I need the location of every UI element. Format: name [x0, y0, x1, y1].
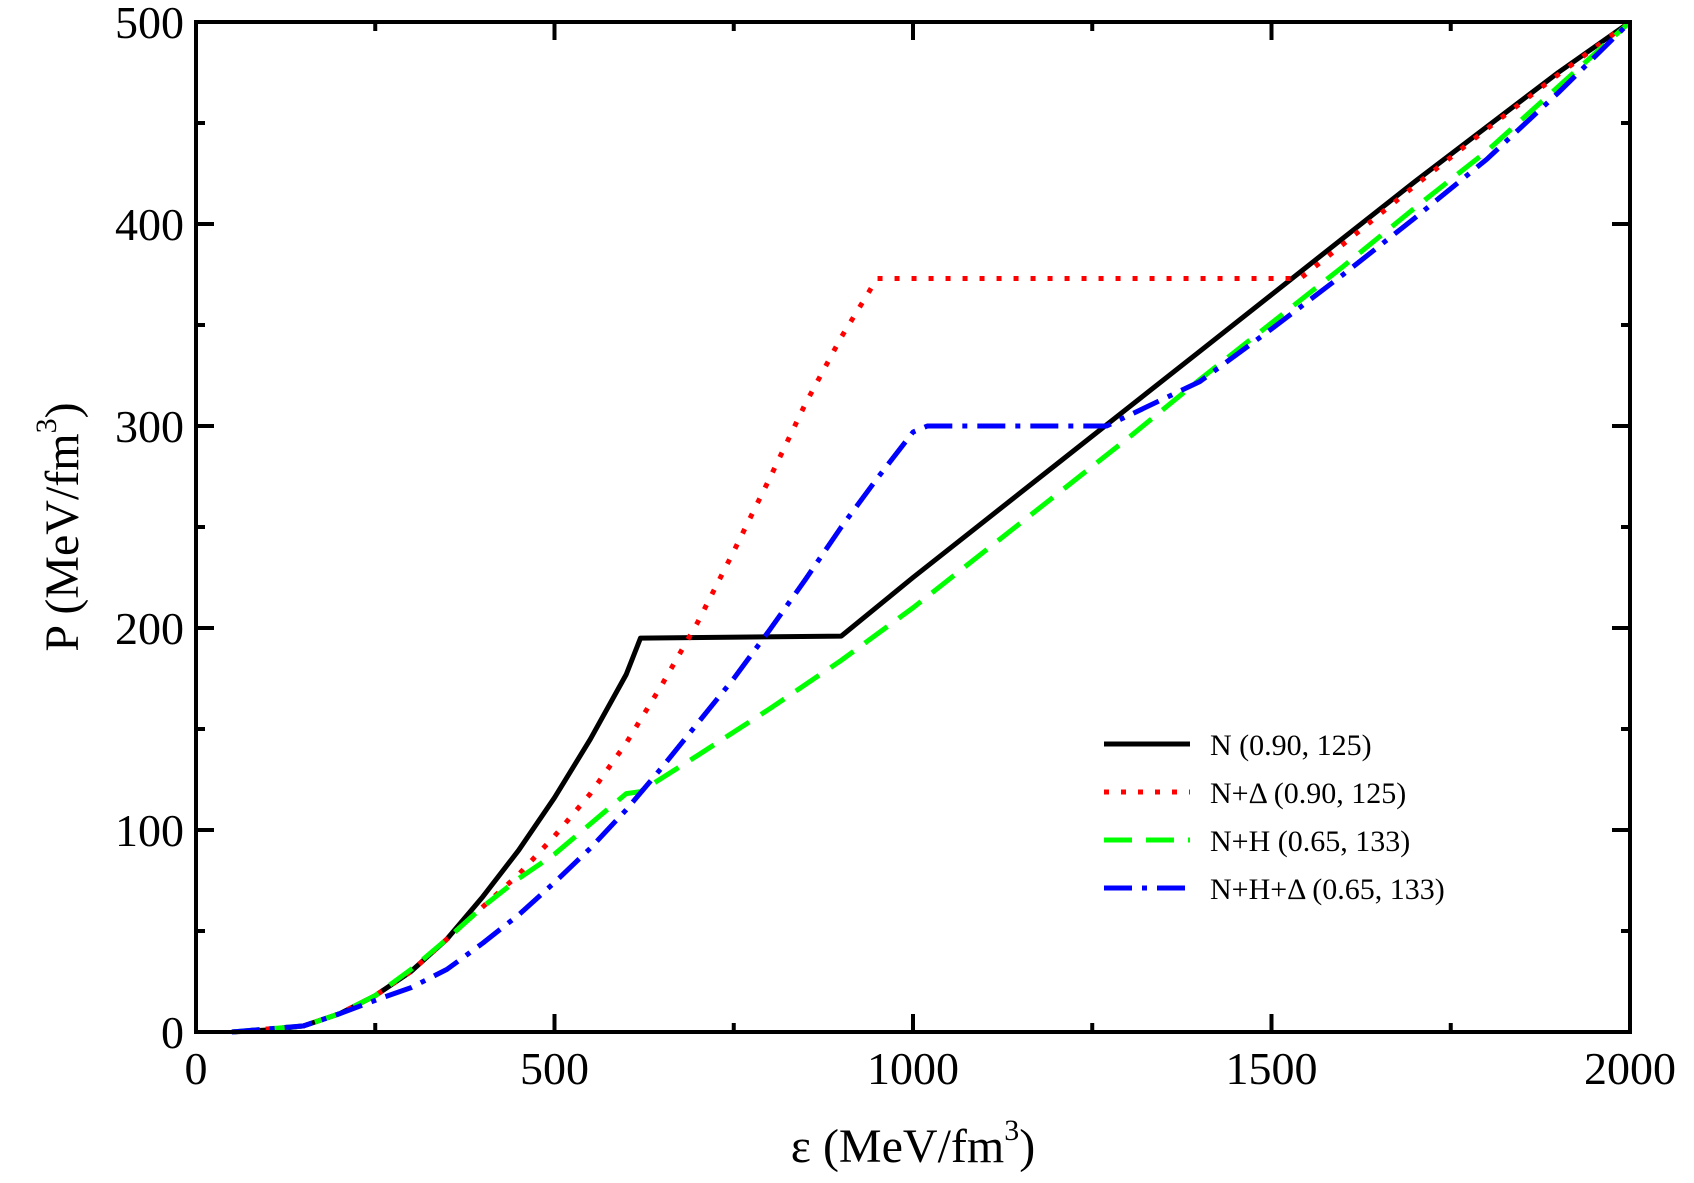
series-line [231, 20, 1632, 1035]
x-axis-title-sup: 3 [1004, 1114, 1019, 1147]
y-tick-label: 0 [161, 1007, 184, 1058]
series-2 [231, 20, 1632, 1035]
legend-label: N (0.90, 125) [1210, 729, 1372, 762]
y-axis-title: P (MeV/fm3) [30, 402, 89, 651]
y-tick-label: 500 [115, 0, 184, 48]
plot-frame [194, 20, 1632, 1034]
series-3 [231, 20, 1632, 1035]
x-axis-title-close: ) [1019, 1120, 1035, 1173]
y-tick-label: 200 [115, 603, 184, 654]
legend-label: N+H+Δ (0.65, 133) [1210, 873, 1445, 906]
series-layer [231, 19, 1632, 1035]
x-axis-title-main: ε (MeV/fm [791, 1120, 1004, 1173]
x-tick-label: 500 [520, 1043, 589, 1094]
y-tick-label: 100 [115, 805, 184, 856]
y-axis-title-sup: 3 [30, 418, 63, 433]
legend: N (0.90, 125) N+Δ (0.90, 125) N+H (0.65, 1… [1104, 729, 1445, 906]
y-tick-label: 300 [115, 401, 184, 452]
y-axis-title-main: P (MeV/fm [36, 433, 89, 651]
x-tick-labels: 0 500 1000 1500 2000 [185, 1043, 1677, 1094]
series-1 [231, 19, 1632, 1035]
x-tick-label: 1500 [1226, 1043, 1318, 1094]
series-line [231, 19, 1632, 1035]
y-tick-label: 400 [115, 199, 184, 250]
x-axis-title: ε (MeV/fm3) [791, 1114, 1035, 1173]
x-tick-label: 2000 [1584, 1043, 1676, 1094]
legend-label: N+H (0.65, 133) [1210, 825, 1410, 858]
legend-label: N+Δ (0.90, 125) [1210, 777, 1406, 810]
x-tick-label: 0 [185, 1043, 208, 1094]
series-line [231, 20, 1632, 1035]
x-tick-label: 1000 [867, 1043, 959, 1094]
y-axis-title-close: ) [36, 402, 89, 418]
y-tick-labels: 0 100 200 300 400 500 [115, 0, 184, 1058]
